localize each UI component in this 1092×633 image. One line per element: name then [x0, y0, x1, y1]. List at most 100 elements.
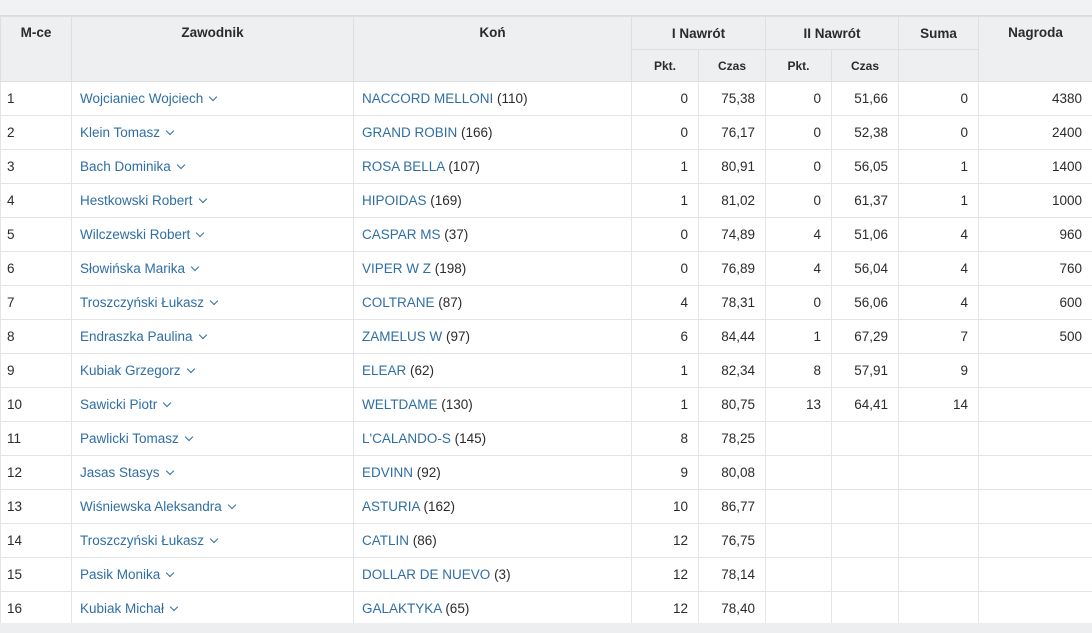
round1-points-cell: 0: [631, 81, 699, 116]
horse-cell: NACCORD MELLONI (110): [353, 81, 632, 116]
round2-time-cell: 57,91: [831, 353, 900, 388]
horse-link[interactable]: ROSA BELLA: [362, 159, 445, 174]
rider-link[interactable]: Hestkowski Robert: [80, 193, 207, 208]
place-cell: 15: [0, 557, 72, 592]
horse-link[interactable]: ZAMELUS W: [362, 329, 443, 344]
rider-link[interactable]: Troszczyński Łukasz: [80, 533, 219, 548]
rider-name: Wiśniewska Aleksandra: [80, 499, 222, 514]
rider-cell: Troszczyński Łukasz: [71, 285, 354, 320]
total-cell: 9: [898, 353, 980, 388]
rider-link[interactable]: Wilczewski Robert: [80, 227, 205, 242]
round2-time-cell: 51,06: [831, 217, 900, 252]
horse-link[interactable]: COLTRANE: [362, 295, 435, 310]
place-cell: 8: [0, 319, 72, 354]
horse-link[interactable]: EDVINN: [362, 465, 414, 480]
round2-time-cell: 61,37: [831, 183, 900, 218]
table-row: 11 Pawlicki Tomasz L'CALANDO-S (145) 8 78,25: [0, 421, 1092, 456]
horse-link[interactable]: CATLIN: [362, 533, 410, 548]
header-prize[interactable]: Nagroda: [978, 16, 1092, 82]
round1-points-cell: 1: [631, 387, 699, 422]
rider-cell: Jasas Stasys: [71, 455, 354, 490]
prize-cell: 1000: [978, 183, 1092, 218]
total-cell: 7: [898, 319, 980, 354]
rider-cell: Pawlicki Tomasz: [71, 421, 354, 456]
total-cell: 14: [898, 387, 980, 422]
header-horse[interactable]: Koń: [353, 16, 632, 82]
rider-link[interactable]: Słowińska Marika: [80, 261, 200, 276]
horse-link[interactable]: VIPER W Z: [362, 261, 432, 276]
rider-link[interactable]: Troszczyński Łukasz: [80, 295, 219, 310]
horse-link[interactable]: CASPAR MS: [362, 227, 441, 242]
total-cell: 0: [898, 81, 980, 116]
horse-link[interactable]: DOLLAR DE NUEVO: [362, 567, 491, 582]
header-rider[interactable]: Zawodnik: [71, 16, 354, 82]
chevron-down-icon: [186, 364, 195, 374]
rider-link[interactable]: Jasas Stasys: [80, 465, 174, 480]
round1-time-cell: 86,77: [697, 489, 767, 524]
rider-link[interactable]: Kubiak Grzegorz: [80, 363, 195, 378]
horse-link[interactable]: GRAND ROBIN: [362, 125, 458, 140]
place-cell: 14: [0, 523, 72, 558]
horse-link[interactable]: HIPOIDAS: [362, 193, 427, 208]
round2-points-cell: 8: [765, 353, 833, 388]
horse-link[interactable]: ASTURIA: [362, 499, 420, 514]
table-row: 13 Wiśniewska Aleksandra ASTURIA (162) 10 86…: [0, 489, 1092, 524]
header-total[interactable]: Suma: [898, 16, 980, 50]
rider-link[interactable]: Klein Tomasz: [80, 125, 175, 140]
bottom-bar: [0, 623, 1092, 633]
round1-time-cell: 82,34: [697, 353, 767, 388]
horse-link[interactable]: ELEAR: [362, 363, 407, 378]
horse-link[interactable]: L'CALANDO-S: [362, 431, 451, 446]
table-row: 4 Hestkowski Robert HIPOIDAS (169) 1 81,02 0 6…: [0, 183, 1092, 218]
round2-points-cell: [765, 591, 833, 626]
round2-time-cell: 56,05: [831, 149, 900, 184]
chevron-down-icon: [196, 228, 205, 238]
rider-link[interactable]: Wojcianiec Wojciech: [80, 91, 218, 106]
horse-link[interactable]: GALAKTYKA: [362, 601, 442, 616]
rider-link[interactable]: Pawlicki Tomasz: [80, 431, 194, 446]
rider-name: Pasik Monika: [80, 567, 161, 582]
round2-points-cell: 1: [765, 319, 833, 354]
round1-time-cell: 74,89: [697, 217, 767, 252]
horse-link[interactable]: WELTDAME: [362, 397, 438, 412]
chevron-down-icon: [227, 500, 237, 510]
rider-link[interactable]: Endraszka Paulina: [80, 329, 207, 344]
round2-time-cell: [831, 591, 900, 626]
rider-link[interactable]: Sawicki Piotr: [80, 397, 172, 412]
rider-cell: Kubiak Grzegorz: [71, 353, 354, 388]
rider-link[interactable]: Pasik Monika: [80, 567, 175, 582]
round1-time-cell: 76,89: [697, 251, 767, 286]
prize-cell: [978, 353, 1092, 388]
round1-points-cell: 0: [631, 251, 699, 286]
round2-points-cell: 0: [765, 115, 833, 150]
header-place[interactable]: M-ce: [0, 16, 72, 82]
round2-points-cell: 13: [765, 387, 833, 422]
round1-time-cell: 80,75: [697, 387, 767, 422]
horse-number: (92): [416, 465, 441, 480]
rider-cell: Słowińska Marika: [71, 251, 354, 286]
place-cell: 13: [0, 489, 72, 524]
horse-link[interactable]: NACCORD MELLONI: [362, 91, 494, 106]
rider-link[interactable]: Bach Dominika: [80, 159, 186, 174]
horse-cell: DOLLAR DE NUEVO (3): [353, 557, 632, 592]
rider-link[interactable]: Wiśniewska Aleksandra: [80, 499, 237, 514]
round2-time-cell: 56,04: [831, 251, 900, 286]
round1-points-cell: 12: [631, 523, 699, 558]
round2-time-cell: [831, 421, 900, 456]
rider-name: Endraszka Paulina: [80, 329, 193, 344]
rider-name: Kubiak Michał: [80, 601, 165, 616]
rider-link[interactable]: Kubiak Michał: [80, 601, 179, 616]
table-row: 2 Klein Tomasz GRAND ROBIN (166) 0 76,17 0 52,…: [0, 115, 1092, 150]
horse-cell: GRAND ROBIN (166): [353, 115, 632, 150]
total-cell: 0: [898, 115, 980, 150]
total-cell: [898, 455, 980, 490]
chevron-down-icon: [198, 330, 207, 340]
results-table: M-ce Zawodnik Koń I Nawrót II Nawrót Sum…: [0, 16, 1092, 626]
chevron-down-icon: [165, 466, 174, 476]
horse-cell: HIPOIDAS (169): [353, 183, 632, 218]
table-row: 16 Kubiak Michał GALAKTYKA (65) 12 78,40: [0, 591, 1092, 626]
horse-number: (97): [446, 329, 471, 344]
prize-cell: [978, 557, 1092, 592]
rider-cell: Wiśniewska Aleksandra: [71, 489, 354, 524]
total-cell: [898, 421, 980, 456]
